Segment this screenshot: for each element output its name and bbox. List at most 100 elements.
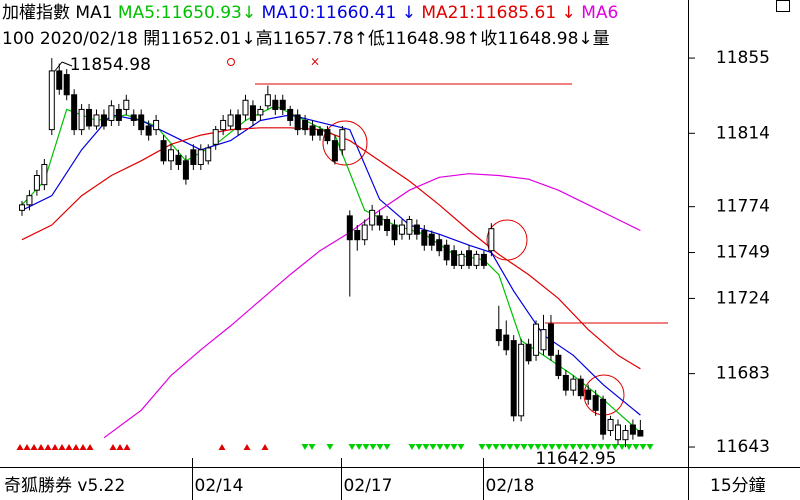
moving-average-line [21, 114, 641, 416]
sell-signal [478, 444, 486, 450]
buy-signal [116, 444, 124, 450]
candle-body [190, 149, 197, 165]
candle-body [585, 389, 592, 400]
candle-body [339, 129, 346, 151]
x-tick-label: 02/17 [344, 476, 393, 496]
annotation-leader [53, 61, 63, 73]
candle-body [145, 125, 152, 136]
candle-body [555, 354, 562, 376]
candle-body [279, 99, 286, 110]
candle-body [622, 430, 629, 441]
buy-signal [30, 444, 38, 450]
sell-signal [590, 444, 598, 450]
candle-body [458, 253, 465, 266]
candle-body [354, 230, 361, 241]
sell-signal [646, 444, 654, 450]
candle-body [547, 323, 554, 356]
moving-average-line [21, 127, 641, 370]
sell-signal [443, 444, 451, 450]
sell-signal [415, 444, 423, 450]
buy-signal [65, 444, 73, 450]
candle-body [56, 70, 63, 90]
sell-signal [383, 444, 391, 450]
candle-body [525, 343, 532, 362]
candle-body [108, 105, 115, 121]
candle-body [615, 424, 621, 441]
candle-body [533, 323, 540, 356]
candle-body [480, 253, 487, 266]
sell-signal [492, 444, 500, 450]
buy-signal [218, 444, 226, 450]
candle-body [41, 163, 48, 186]
buy-signal [109, 444, 117, 450]
candle-body [436, 239, 443, 252]
buy-signal [243, 444, 251, 450]
candle-body [466, 250, 472, 266]
sell-signal [534, 444, 542, 450]
candle-body [570, 378, 577, 391]
y-tick-label: 11749 [716, 243, 770, 263]
sell-signal [408, 444, 416, 450]
sell-signal [618, 444, 626, 450]
sell-signal [376, 444, 384, 450]
candle-body [220, 119, 227, 131]
header-quote: 100 2020/02/18 開11652.01↓高11657.78↑低1164… [2, 29, 610, 49]
candle-body [428, 233, 435, 246]
candle-body [600, 398, 607, 435]
candle-body [160, 140, 167, 162]
candle-body [182, 160, 189, 180]
candle-body [413, 224, 420, 235]
legend-entry: MA21:11685.61 ↓ [421, 3, 581, 23]
sell-signal [569, 444, 577, 450]
sell-signal [499, 444, 507, 450]
sell-signal [506, 444, 514, 450]
low-annotation: 11642.95 [535, 449, 616, 469]
sell-signal [362, 444, 370, 450]
y-tick-label: 11724 [716, 288, 770, 308]
candle-body [376, 215, 383, 226]
candle-body [421, 230, 428, 246]
sell-signal [555, 444, 563, 450]
candle-body [153, 119, 160, 131]
buy-signal [58, 444, 66, 450]
candle-body [562, 374, 569, 391]
candle-body [346, 215, 353, 241]
candle-body [302, 119, 309, 131]
y-tick-label: 11814 [716, 123, 770, 143]
sell-signal [369, 444, 377, 450]
candle-body [324, 129, 331, 142]
sell-signal [527, 444, 535, 450]
sell-signal [301, 444, 309, 450]
candle-body [115, 108, 122, 121]
candle-body [123, 99, 130, 110]
sell-signal [632, 444, 640, 450]
sell-signal [355, 444, 363, 450]
window-button[interactable] [776, 0, 790, 12]
candle-body [63, 74, 70, 96]
candle-body [212, 129, 219, 145]
sell-signal [562, 444, 570, 450]
candle-body [577, 378, 584, 397]
highlight-circle [322, 120, 368, 166]
y-tick-label: 11855 [716, 48, 770, 68]
app-version: 奇狐勝券 v5.22 [4, 476, 125, 496]
candle-body [592, 395, 599, 411]
candle-body [317, 129, 323, 136]
candle-body [488, 228, 495, 252]
buy-signal [261, 444, 269, 450]
candle-body [138, 114, 145, 131]
sell-signal [639, 444, 647, 450]
candle-body [100, 114, 107, 127]
candle-body [26, 195, 33, 206]
header-legend: 加權指數 MA1 MA5:11650.93↓ MA10:11660.41 ↓ M… [2, 3, 618, 23]
y-tick-label: 11774 [716, 197, 770, 217]
sell-signal [326, 444, 334, 450]
x-tick-label: 02/18 [486, 476, 535, 496]
candle-body [93, 114, 100, 127]
candle-body [235, 114, 242, 131]
sell-signal [597, 444, 605, 450]
sell-signal [485, 444, 493, 450]
candle-body [451, 250, 458, 266]
candle-body [48, 70, 55, 131]
